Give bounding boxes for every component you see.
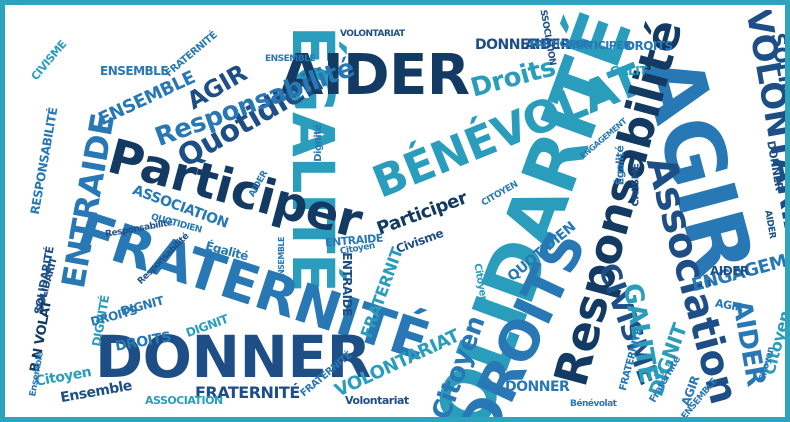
word-dignite-4: Dignité [312,124,324,162]
word-ensemble-6: ENSEMBLE [100,64,169,78]
word-responsabilite-3: RESPONSABILITÉ [27,106,61,216]
word-aider-main: AIDER [280,43,470,108]
word-civisme-5: CIVISME [28,38,70,83]
word-civisme-8: CIVISME [630,163,642,207]
word-ensemble-8: ENSEMBLE [277,236,287,282]
word-volontariat-3: Volontariat [345,394,409,407]
word-dignit-6: DIGNIT [118,293,166,319]
word-egalite-8: Égalité [613,145,627,186]
word-donner-main: DONNER [95,323,371,391]
word-entraide-3: ENTRAIDE [339,252,354,316]
word-cloud: SOLIDARITÉ ÉGALITÉ AIDER BÉNÉVOLAT AGIR … [10,10,785,417]
word-donner-3: DONNER [475,37,540,53]
word-aider-5: AIDER [710,264,749,278]
word-aider-3: AIDER [525,37,571,53]
word-participer-3: PARTICIPER [565,39,632,52]
word-association-4: ASSOCIATION [145,394,223,407]
word-volontariat-8: VOLONTARIAT [340,29,405,39]
word-droits-5: DROITS [625,39,673,53]
word-galit-5: GALIT [610,64,647,78]
word-ensemble-5: ENSEMBLE [265,54,316,64]
word-donner-5: DONNER [505,379,570,395]
word-participer-5: PARTICIPER [530,39,590,50]
word-benevolat-7: Bénévolat [570,399,617,409]
word-fraternite-3: FRATERNITÉ [195,383,300,402]
